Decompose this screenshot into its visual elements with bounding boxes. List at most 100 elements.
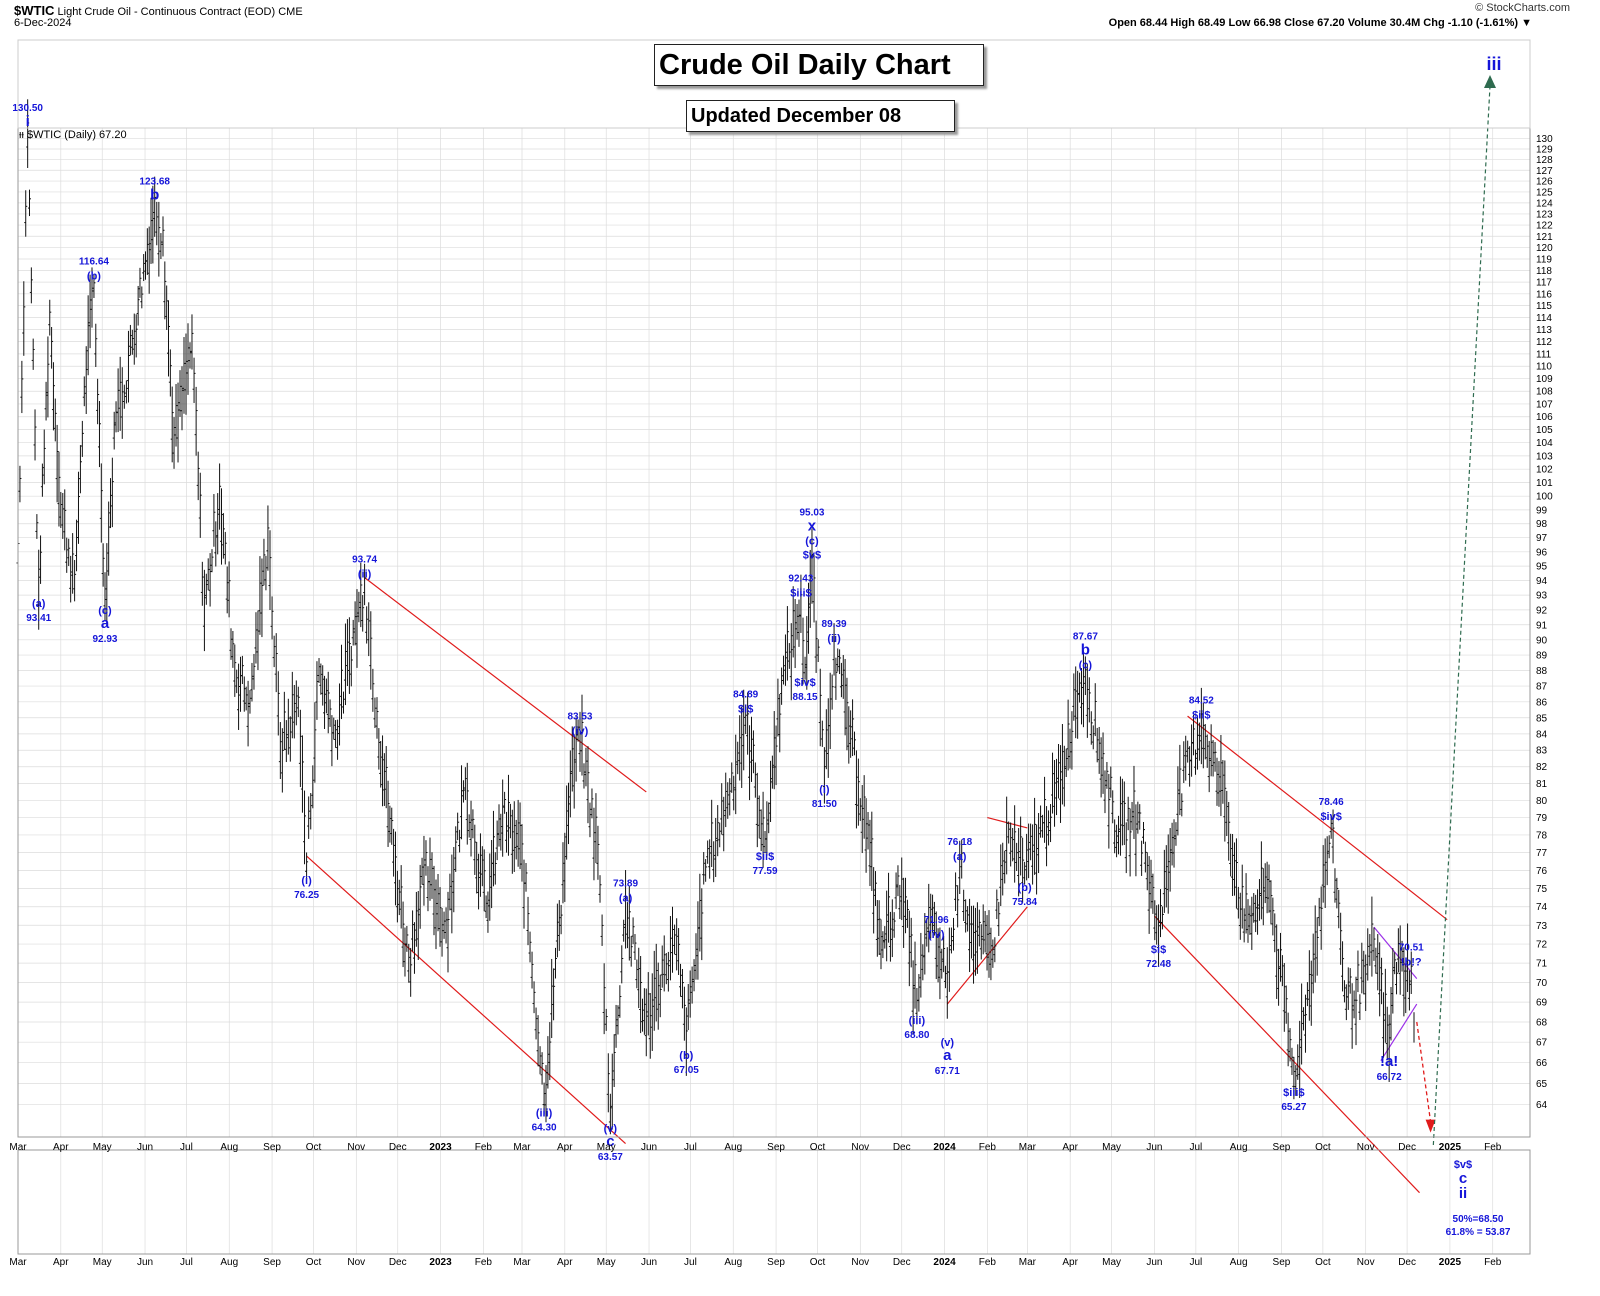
price-bar: [1234, 838, 1238, 909]
price-bar: [465, 762, 469, 845]
price-bar: [574, 717, 578, 782]
price-bar: [776, 678, 780, 737]
price-bar: [1380, 957, 1384, 1005]
price-bar: [1190, 724, 1194, 777]
price-bar: [486, 891, 490, 933]
price-bar: [1201, 702, 1205, 769]
wave-label: (i): [819, 784, 830, 796]
price-bar: [947, 927, 951, 992]
price-bar: [328, 699, 332, 727]
price-bar: [983, 910, 987, 953]
price-bar: [94, 323, 98, 367]
wave-label: (b): [87, 270, 101, 282]
price-bar: [624, 870, 628, 949]
price-bar: [958, 840, 962, 894]
price-bar: [1275, 924, 1279, 999]
price-bar: [403, 927, 407, 977]
x-tick-label: Oct: [1315, 1257, 1331, 1268]
price-bar: [69, 555, 73, 603]
price-bar: [186, 323, 190, 395]
price-bar: [997, 901, 1001, 937]
price-bar: [710, 799, 714, 867]
price-bar: [744, 705, 748, 735]
price-bar: [1017, 828, 1021, 897]
price-bar: [40, 463, 44, 497]
price-bar: [388, 805, 392, 843]
brand-watermark[interactable]: © StockCharts.com: [1475, 2, 1570, 14]
price-bar: [1236, 886, 1240, 919]
price-bar: [635, 959, 639, 989]
price-bar: [1095, 727, 1099, 763]
price-bar: [438, 887, 442, 947]
price-label: 89.39: [822, 619, 847, 630]
price-bar: [349, 645, 353, 687]
price-bar: [1282, 963, 1286, 1032]
price-bar: [212, 494, 216, 547]
x-tick-label: Nov: [347, 1142, 365, 1153]
price-bar: [592, 807, 596, 881]
price-bar: [39, 535, 43, 584]
price-bar: [1364, 954, 1368, 1012]
price-bar: [330, 715, 334, 767]
price-bar: [1011, 828, 1015, 862]
price-bar: [909, 917, 913, 968]
price-bar: [518, 802, 522, 870]
price-bar: [975, 902, 979, 974]
price-bar: [553, 947, 557, 979]
price-bar: [20, 360, 24, 414]
price-bar: [1027, 823, 1031, 879]
price-bar: [46, 336, 50, 418]
price-bar: [610, 1053, 614, 1130]
price-bar: [1174, 822, 1178, 846]
ohlc-readout: Open 68.44 High 68.49 Low 66.98 Close 67…: [1108, 17, 1532, 29]
price-bar: [375, 697, 379, 739]
price-bar: [1188, 746, 1192, 787]
price-bar: [860, 785, 864, 854]
price-label: 76.18: [947, 837, 972, 848]
price-bar: [732, 775, 736, 811]
price-bar: [204, 573, 208, 605]
price-bar: [1083, 656, 1087, 696]
price-bar: [925, 918, 929, 947]
price-bar: [321, 665, 325, 706]
y-tick-label: 116: [1536, 289, 1552, 300]
price-bar: [664, 953, 668, 985]
price-bar: [1162, 849, 1166, 913]
price-bar: [868, 819, 872, 887]
price-bar: [795, 603, 799, 640]
price-bar: [1115, 824, 1119, 858]
price-bar: [981, 904, 985, 955]
price-bar: [1302, 1007, 1306, 1031]
price-bar: [637, 947, 641, 1009]
price-bar: [324, 678, 328, 714]
price-bar: [620, 945, 624, 984]
x-tick-label: 2023: [429, 1142, 452, 1153]
price-bar: [622, 919, 626, 942]
price-bar: [367, 602, 371, 657]
price-bar: [315, 661, 319, 720]
price-bar: [1007, 821, 1011, 844]
price-bar: [469, 800, 473, 857]
price-bar: [1057, 743, 1061, 799]
price-bar: [563, 832, 567, 902]
price-bar: [1327, 835, 1331, 859]
price-bar: [1231, 833, 1235, 896]
price-bar: [1221, 760, 1225, 804]
price-bar: [1066, 699, 1070, 771]
price-bar: [872, 867, 876, 934]
price-bar: [262, 538, 266, 586]
price-bar: [646, 972, 650, 1036]
price-bar: [1149, 859, 1153, 909]
price-bar: [1136, 801, 1140, 834]
price-bar: [149, 197, 153, 264]
price-bar: [662, 935, 666, 992]
price-bar: [704, 859, 708, 882]
price-bar: [1019, 816, 1023, 876]
price-bar: [26, 99, 30, 168]
price-bar: [964, 899, 968, 933]
price-bar: [343, 623, 347, 706]
y-tick-label: 103: [1536, 451, 1553, 462]
price-bar: [126, 330, 130, 403]
price-bar: [896, 865, 900, 897]
price-bar: [853, 731, 857, 756]
